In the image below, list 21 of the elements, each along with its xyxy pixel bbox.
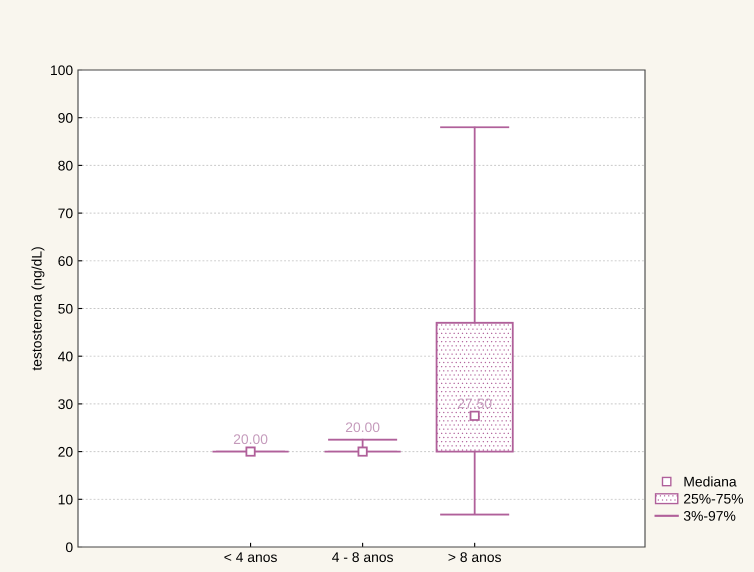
y-axis-title: testosterona (ng/dL) [31,247,44,370]
y-tick-label: 60 [58,256,73,266]
y-tick-label: 80 [58,160,73,171]
y-tick-label: 0 [66,542,73,552]
text: 3%-97% [684,510,736,521]
y-tick-label: 90 [58,113,73,123]
y-tick-label: 70 [58,208,73,218]
y-tick-label: 20 [58,446,73,457]
y-tick-label: 40 [58,352,73,362]
text: 20.00 [234,434,268,444]
x-tick-label: > 8 anos [448,552,502,562]
text: 20.00 [346,422,380,432]
y-tick-label: 50 [58,304,73,314]
text: 27.50 [458,398,492,408]
text: 25%-75% [684,494,744,504]
x-tick-label: < 4 anos [224,552,277,562]
y-tick-label: 100 [51,65,73,76]
y-tick-label: 30 [58,399,73,410]
x-tick-label: 4 - 8 anos [332,552,394,562]
y-tick-label: 10 [58,494,73,504]
text: Mediana [684,476,737,487]
